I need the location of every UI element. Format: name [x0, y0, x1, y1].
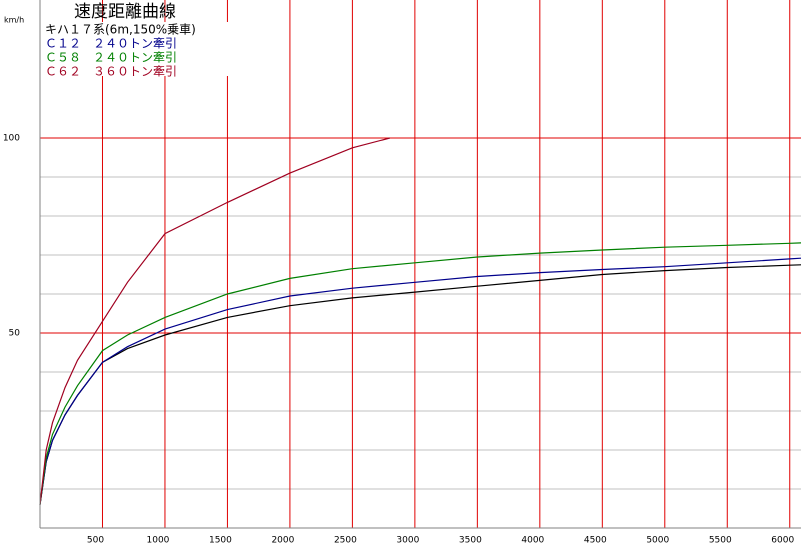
x-tick-label: 3500: [459, 536, 482, 546]
x-tick-label: 6000: [771, 536, 794, 546]
x-tick-label: 2500: [334, 536, 357, 546]
x-tick-label: 1000: [147, 536, 170, 546]
legend-box: [42, 22, 262, 76]
x-tick-label: 2000: [271, 536, 294, 546]
x-tick-label: 500: [87, 536, 104, 546]
grid: [40, 0, 801, 528]
legend-label: Ｃ１２ ２４０トン牽引: [45, 36, 177, 51]
series-line: [39, 257, 801, 505]
series-line: [39, 137, 391, 505]
chart-title: 速度距離曲線: [74, 2, 176, 22]
legend-label: キハ１７系(6m,150%乗車): [45, 23, 196, 37]
x-tick-label: 4500: [584, 536, 607, 546]
x-tick-label: 5500: [709, 536, 732, 546]
legend-label: Ｃ６２ ３６０トン牽引: [45, 64, 177, 79]
x-tick-label: 1500: [209, 536, 232, 546]
x-tick-label: 5000: [646, 536, 669, 546]
x-tick-label: 4000: [521, 536, 544, 546]
y-tick-label: 100: [3, 134, 20, 144]
x-tick-label: 3000: [396, 536, 419, 546]
y-axis-label: km/h: [4, 16, 24, 25]
y-tick-label: 50: [9, 329, 21, 339]
series-line: [39, 242, 801, 505]
legend-label: Ｃ５８ ２４０トン牽引: [45, 50, 177, 65]
lines: [39, 137, 801, 505]
